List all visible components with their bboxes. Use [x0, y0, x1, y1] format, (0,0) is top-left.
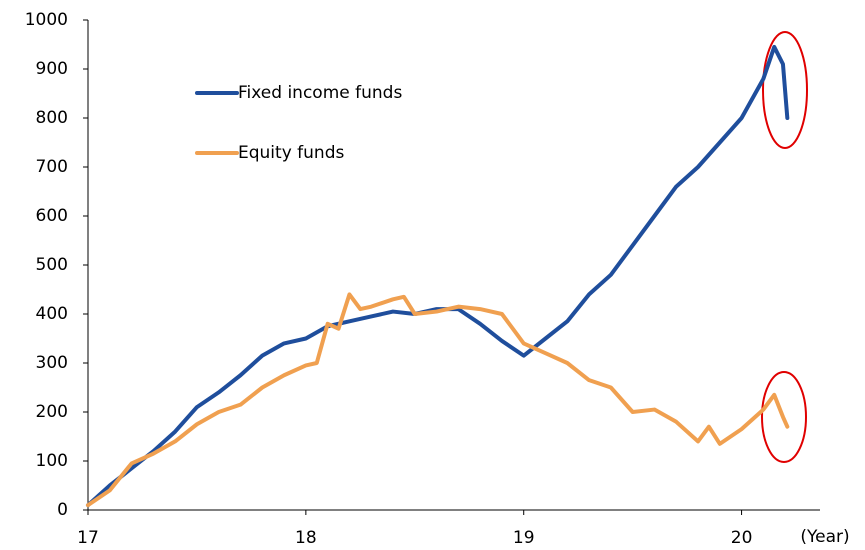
legend-label: Fixed income funds [238, 83, 402, 103]
y-tick-label: 400 [36, 304, 68, 324]
x-axis-label: (Year) [800, 527, 849, 547]
highlight-ellipse [762, 31, 808, 149]
y-tick-label: 900 [36, 59, 68, 79]
y-tick-label: 100 [36, 451, 68, 471]
data-line [86, 44, 790, 508]
y-tick-label: 1000 [25, 10, 68, 30]
highlight-ellipse [761, 371, 807, 463]
x-tick-label: 20 [731, 528, 753, 548]
y-tick-label: 300 [36, 353, 68, 373]
data-line [86, 292, 790, 508]
y-tick-label: 600 [36, 206, 68, 226]
y-tick-label: 200 [36, 402, 68, 422]
legend-label: Equity funds [238, 143, 344, 163]
y-tick-label: 800 [36, 108, 68, 128]
y-tick-label: 500 [36, 255, 68, 275]
y-tick-label: 0 [57, 500, 68, 520]
y-tick-label: 700 [36, 157, 68, 177]
x-tick-label: 19 [513, 528, 535, 548]
x-tick-label: 17 [77, 528, 99, 548]
x-tick-label: 18 [295, 528, 317, 548]
